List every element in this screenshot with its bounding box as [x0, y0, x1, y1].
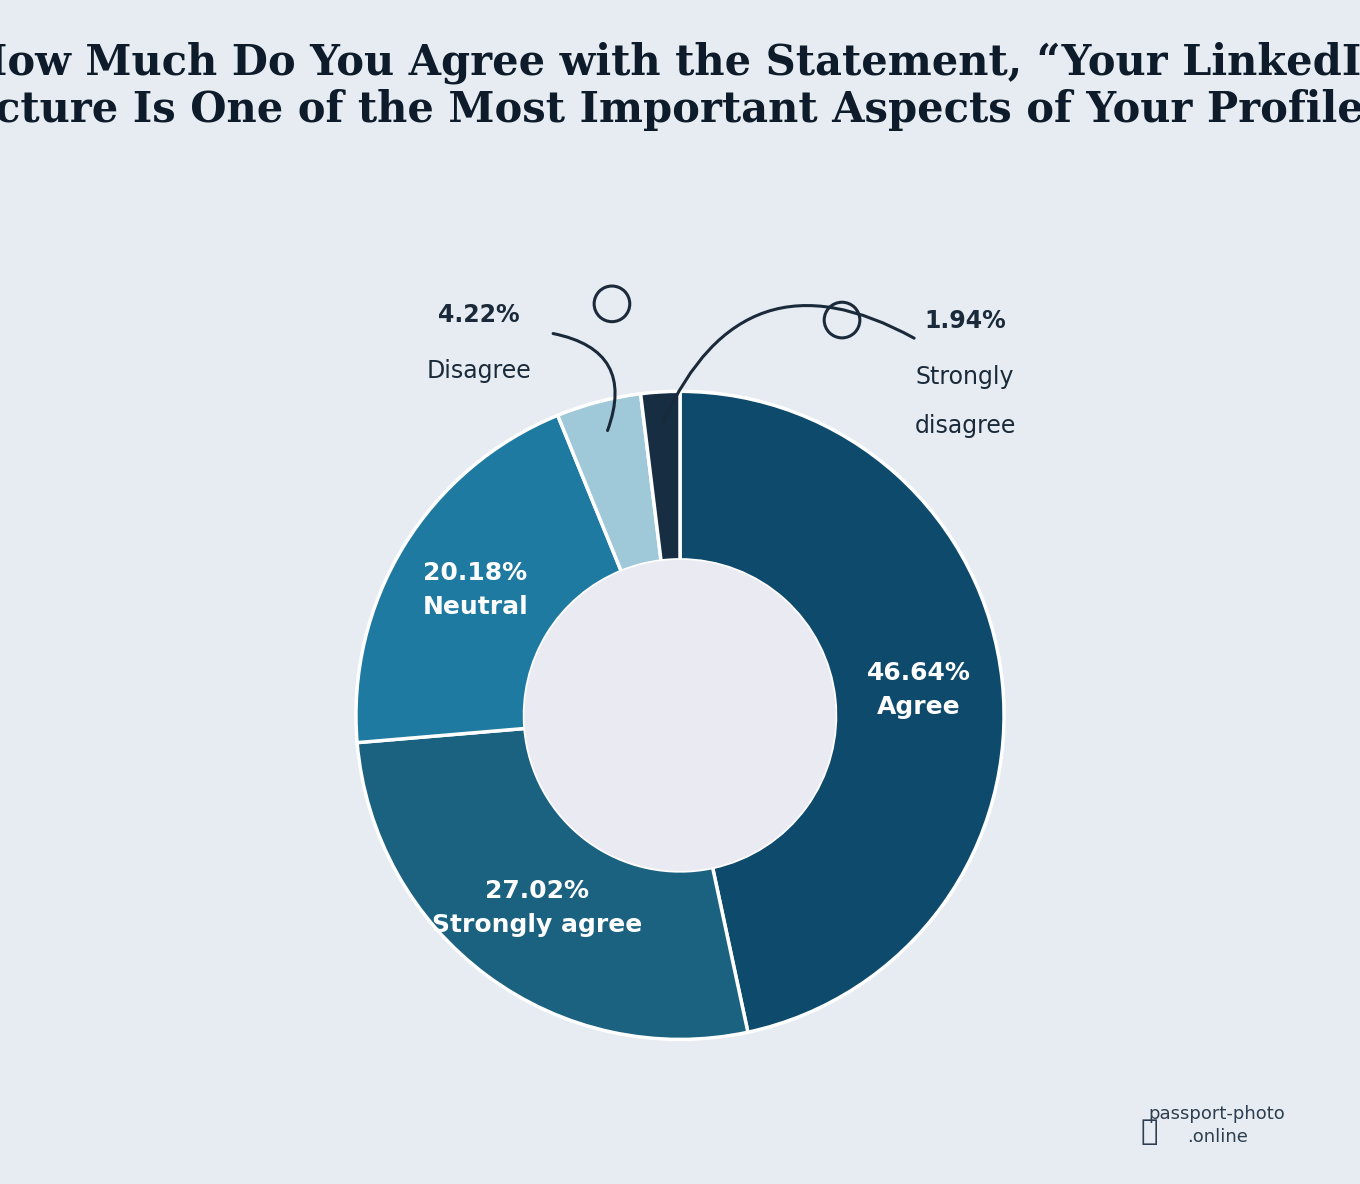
Wedge shape — [558, 394, 661, 572]
Wedge shape — [680, 392, 1004, 1032]
Text: Picture Is One of the Most Important Aspects of Your Profile”?: Picture Is One of the Most Important Asp… — [0, 89, 1360, 130]
Circle shape — [525, 560, 835, 871]
Text: 📷: 📷 — [1141, 1118, 1157, 1146]
Wedge shape — [358, 728, 748, 1040]
Text: Disagree: Disagree — [427, 359, 532, 382]
Text: 27.02%
Strongly agree: 27.02% Strongly agree — [432, 880, 642, 937]
Text: 46.64%
Agree: 46.64% Agree — [866, 662, 971, 719]
Text: How Much Do You Agree with the Statement, “Your LinkedIn: How Much Do You Agree with the Statement… — [0, 41, 1360, 84]
Text: passport-photo
.online: passport-photo .online — [1149, 1105, 1285, 1146]
Text: 4.22%: 4.22% — [438, 303, 520, 327]
Text: disagree: disagree — [914, 414, 1016, 438]
Wedge shape — [641, 392, 680, 561]
Text: 20.18%
Neutral: 20.18% Neutral — [423, 561, 529, 619]
Text: 1.94%: 1.94% — [925, 309, 1006, 333]
Wedge shape — [356, 416, 622, 742]
Text: Strongly: Strongly — [915, 366, 1015, 390]
